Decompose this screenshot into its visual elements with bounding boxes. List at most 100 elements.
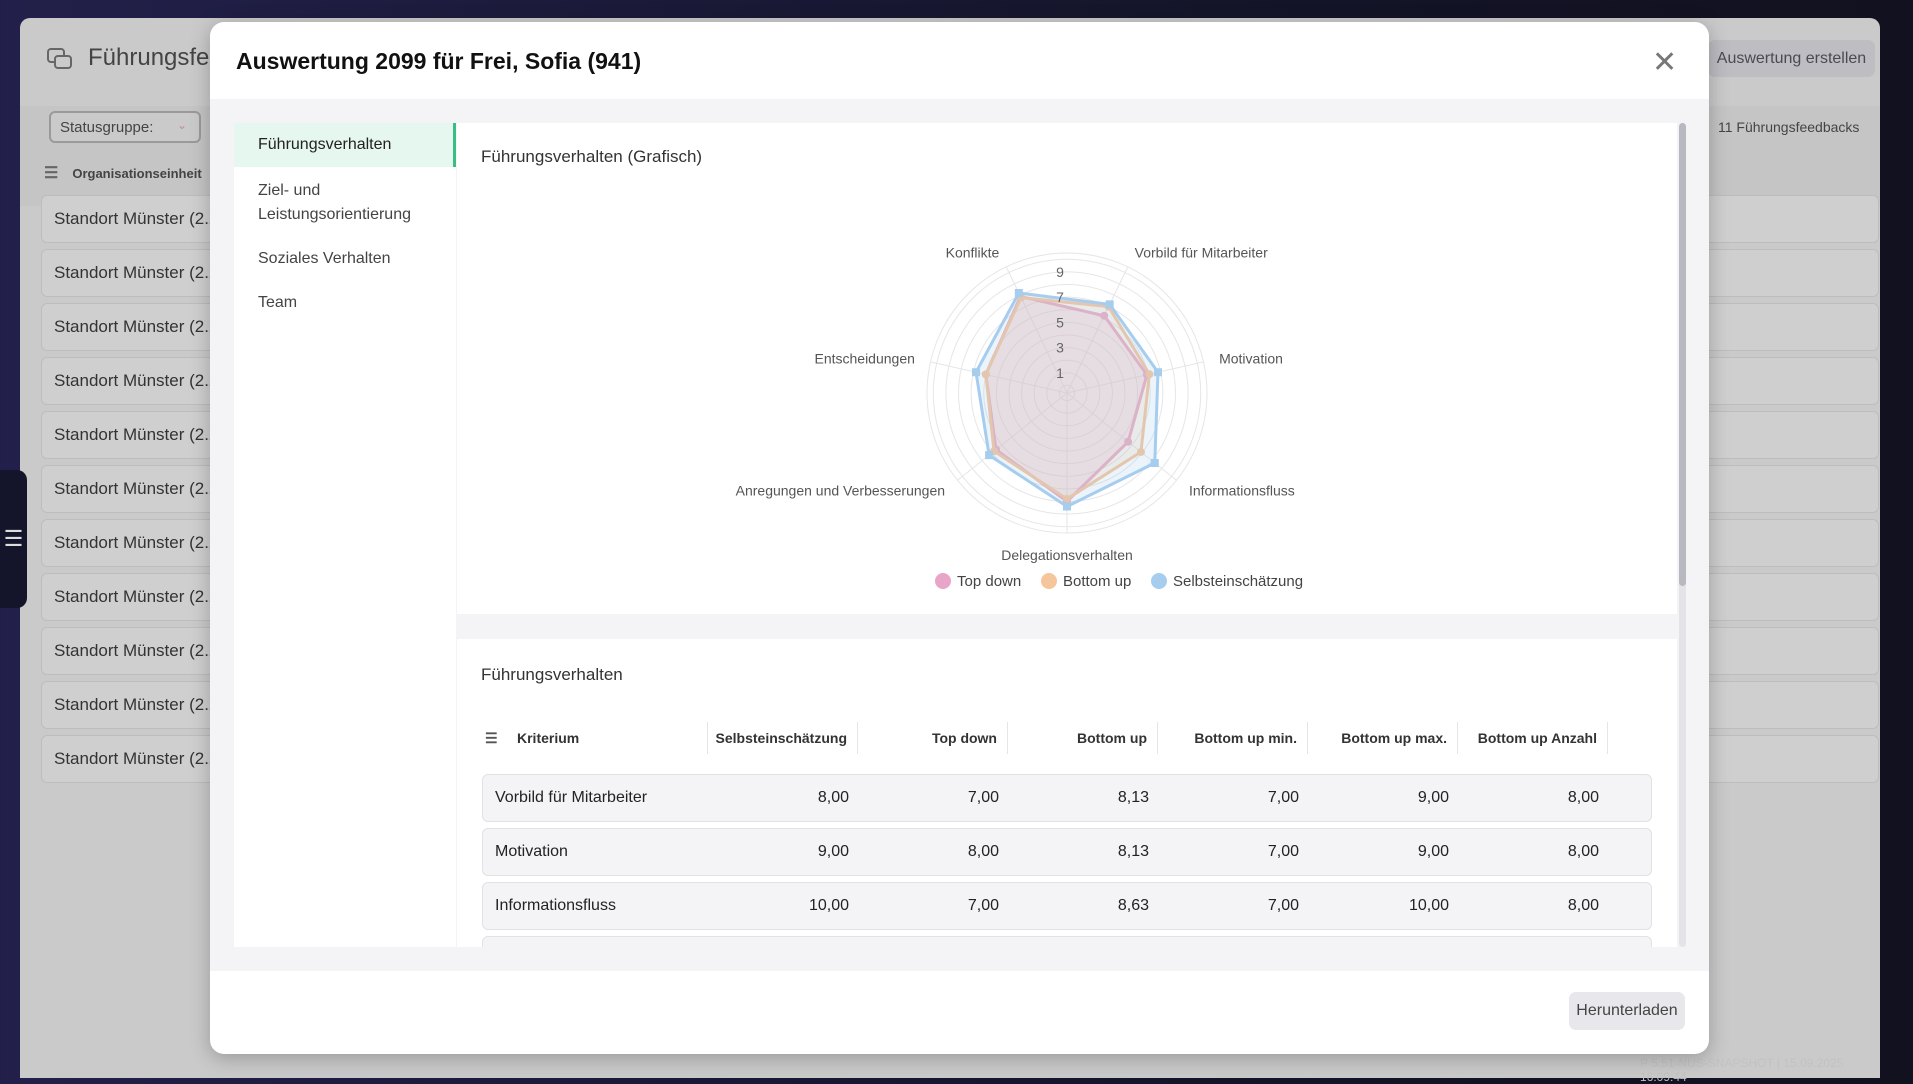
column-header[interactable]: Kriterium: [517, 722, 708, 754]
data-point: [1150, 458, 1159, 467]
criterion-cell: Delegationsverhalten: [495, 937, 645, 947]
nav-item-soziales-verhalten[interactable]: Soziales Verhalten: [258, 250, 391, 267]
criterion-cell: Motivation: [495, 843, 568, 860]
value-cell: 9,00: [1417, 789, 1449, 806]
axis-label: Motivation: [1219, 350, 1283, 366]
chat-icon: [47, 48, 72, 69]
tick-label: 7: [1056, 289, 1064, 305]
grid-spoke: [1005, 266, 1068, 394]
table-row[interactable]: Delegationsverhalten 9,00 9,00 8,50 7,00 10,0…: [482, 936, 1652, 947]
modal-body: Führungsverhalten Ziel- und Leistungsori…: [210, 99, 1709, 971]
legend-label: Bottom up: [1063, 573, 1131, 590]
page-title: Führungsfe: [88, 44, 210, 71]
chart-card: Führungsverhalten (Grafisch) 1 3 5 7 9 Vorbil…: [457, 123, 1677, 614]
evaluation-modal: Auswertung 2099 für Frei, Sofia (941) ✕ …: [210, 22, 1709, 1054]
data-point: [1100, 311, 1109, 320]
data-point: [1014, 289, 1023, 298]
data-point: [1124, 437, 1133, 446]
section-nav: Führungsverhalten Ziel- und Leistungsori…: [234, 123, 456, 947]
table-header: ☰ Kriterium Selbsteinschätzung Top down Bott…: [481, 722, 1671, 754]
value-cell: 9,00: [817, 843, 849, 860]
grid-spoke: [930, 361, 1068, 394]
value-cell: 8,50: [1009, 937, 1149, 947]
value-cell: 7,00: [1267, 789, 1299, 806]
status-group-label: Statusgruppe:: [60, 119, 154, 136]
legend-label: Top down: [957, 573, 1021, 590]
scrollbar[interactable]: [1679, 123, 1686, 947]
value-cell: 8,00: [967, 843, 999, 860]
nav-item-fuehrungsverhalten[interactable]: Führungsverhalten: [234, 123, 456, 167]
chart-title: Führungsverhalten (Grafisch): [481, 147, 703, 166]
table-title: Führungsverhalten: [481, 665, 623, 684]
grid-spoke: [1066, 266, 1129, 394]
org-column-header[interactable]: ☰ Organisationseinheit: [44, 163, 202, 183]
column-header[interactable]: Bottom up max.: [1308, 722, 1458, 754]
data-point: [972, 368, 981, 377]
column-header[interactable]: Selbsteinschätzung: [708, 722, 858, 754]
nav-item-ziel-leistung[interactable]: Ziel- und Leistungsorientierung: [258, 182, 411, 223]
value-cell: 7,00: [967, 789, 999, 806]
data-point: [1063, 494, 1071, 503]
table-row[interactable]: Informationsfluss 10,00 7,00 8,63 7,00 10,00 8…: [482, 882, 1652, 930]
value-cell: 8,13: [1117, 843, 1149, 860]
menu-icon[interactable]: ☰: [0, 470, 27, 608]
table-row[interactable]: Motivation 9,00 8,00 8,13 7,00 9,00 8,00: [482, 828, 1652, 876]
create-evaluation-button[interactable]: Auswertung erstellen: [1708, 40, 1875, 77]
data-point: [985, 451, 994, 460]
value-cell: 10,00: [1309, 937, 1449, 947]
close-icon[interactable]: ✕: [1652, 46, 1678, 79]
value-cell: 8,00: [1567, 897, 1599, 914]
grid-spoke: [957, 392, 1068, 481]
feedback-count: 11 Führungsfeedbacks: [1718, 119, 1860, 135]
status-group-select[interactable]: Statusgruppe: ⌄: [49, 111, 201, 143]
column-header[interactable]: Top down: [858, 722, 1008, 754]
criterion-cell: Vorbild für Mitarbeiter: [495, 789, 648, 806]
data-point: [1145, 370, 1154, 379]
value-cell: 8,13: [1117, 789, 1149, 806]
value-cell: 8,63: [1117, 897, 1149, 914]
legend-marker: [935, 573, 951, 589]
value-cell: 8,00: [1567, 789, 1599, 806]
checklist-icon: ☰: [44, 165, 59, 182]
table-card: Führungsverhalten ☰ Kriterium Selbsteinsch…: [457, 639, 1677, 947]
value-cell: 7,00: [967, 897, 999, 914]
value-cell: 8,00: [1459, 937, 1599, 947]
tick-label: 5: [1056, 314, 1064, 330]
legend-label: Selbsteinschätzung: [1173, 573, 1303, 590]
axis-label: Vorbild für Mitarbeiter: [1135, 244, 1268, 260]
value-cell: 7,00: [1267, 897, 1299, 914]
legend-marker: [1151, 573, 1167, 589]
data-point: [1063, 502, 1071, 511]
value-cell: 7,00: [1267, 843, 1299, 860]
table-row[interactable]: Vorbild für Mitarbeiter 8,00 7,00 8,13 7,00 9…: [482, 774, 1652, 822]
axis-label: Entscheidungen: [814, 350, 914, 366]
value-cell: 8,00: [817, 789, 849, 806]
axis-label: Informationsfluss: [1189, 482, 1295, 498]
value-cell: 10,00: [1408, 897, 1449, 914]
org-column-label: Organisationseinheit: [72, 165, 202, 181]
value-cell: 9,00: [859, 937, 999, 947]
data-point: [1136, 447, 1145, 456]
value-cell: 9,00: [1417, 843, 1449, 860]
legend-marker: [1041, 573, 1057, 589]
series-area-2: [974, 291, 1160, 509]
value-cell: 8,00: [1567, 843, 1599, 860]
grid-spoke: [1066, 361, 1204, 394]
scrollbar-thumb[interactable]: [1679, 123, 1686, 586]
version-text: P 5.51-NUS-SNAPSHOT | 15.09.2025 16:09:4…: [1640, 1056, 1844, 1084]
axis-label: Anregungen und Verbesserungen: [736, 482, 945, 498]
value-cell: 9,00: [709, 937, 849, 947]
tick-label: 1: [1056, 365, 1064, 381]
axis-label: Delegationsverhalten: [1001, 547, 1133, 563]
modal-title: Auswertung 2099 für Frei, Sofia (941): [236, 48, 642, 74]
data-point: [981, 370, 990, 379]
column-header[interactable]: Bottom up min.: [1158, 722, 1308, 754]
data-point: [1105, 300, 1114, 309]
value-cell: 7,00: [1159, 937, 1299, 947]
column-header[interactable]: Bottom up Anzahl: [1458, 722, 1608, 754]
download-button[interactable]: Herunterladen: [1569, 992, 1685, 1030]
data-point: [1153, 368, 1162, 377]
nav-item-team[interactable]: Team: [258, 294, 298, 311]
axis-label: Konflikte: [946, 244, 1000, 260]
column-header[interactable]: Bottom up: [1008, 722, 1158, 754]
